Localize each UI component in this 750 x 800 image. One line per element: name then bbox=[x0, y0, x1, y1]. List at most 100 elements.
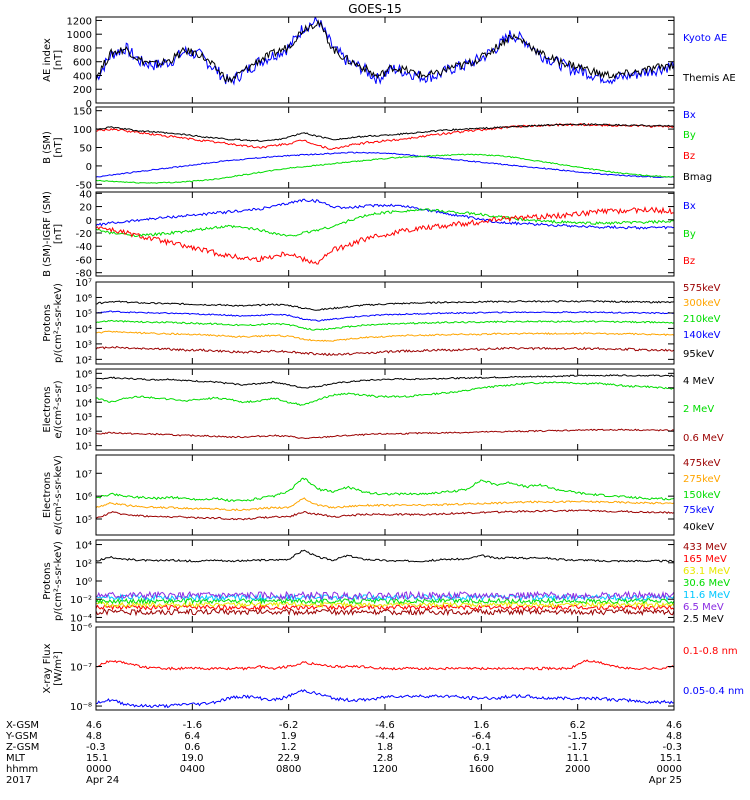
legend-entry: 433 MeV bbox=[683, 542, 727, 553]
y-tick-label: 10⁶ bbox=[75, 369, 92, 380]
y-tick-label: 10³ bbox=[75, 340, 92, 351]
footer-value-x-gsm: -1.6 bbox=[183, 720, 203, 731]
y-tick-label: 0 bbox=[86, 216, 92, 227]
series-575kev bbox=[96, 345, 674, 356]
y-tick-label: 10² bbox=[75, 427, 92, 438]
legend-entry: 165 MeV bbox=[683, 554, 727, 565]
y-tick-label: -60 bbox=[76, 255, 92, 266]
series-by bbox=[96, 153, 674, 184]
y-axis-label: p/(cm²-s-sr-keV) bbox=[53, 541, 64, 621]
legend-entry: 300keV bbox=[683, 298, 721, 309]
footer-value-z-gsm: -1.7 bbox=[568, 742, 588, 753]
y-axis-label: [nT] bbox=[53, 224, 64, 244]
y-tick-label: -80 bbox=[76, 269, 92, 280]
series-140kev bbox=[96, 310, 674, 322]
footer-value-x-gsm: 6.2 bbox=[570, 720, 586, 731]
y-tick-label: 200 bbox=[73, 85, 92, 96]
panel-bigrf: -80 -60 -40 -20 0 20 40 B (SM)-IGRF (SM) [nT] Bx B… bbox=[42, 189, 696, 279]
footer-row-label: X-GSM bbox=[6, 720, 39, 731]
panel-ae: 0 200 400 600 800 1000 1200 AE index [nT] Kyoto A… bbox=[42, 16, 736, 110]
panel-electrons1: 10¹ 10² 10³ 10⁴ 10⁵ 10⁶ Electrons e/(cm²-s-sr) 4… bbox=[42, 368, 724, 453]
y-tick-label: 100 bbox=[73, 125, 92, 136]
legend-entry: Bz bbox=[683, 256, 695, 267]
footer-value-hhmm: 0000 bbox=[657, 764, 682, 775]
y-axis-label: [nT] bbox=[53, 137, 64, 157]
legend-entry: Bz bbox=[683, 151, 695, 162]
y-tick-label: 10⁷ bbox=[75, 278, 92, 289]
y-tick-label: -40 bbox=[76, 242, 92, 253]
y-tick-label: 0 bbox=[86, 99, 92, 110]
legend-entry: 11.6 MeV bbox=[683, 590, 730, 601]
footer-value-date: Apr 25 bbox=[649, 775, 682, 786]
series-11-6-mev bbox=[96, 592, 674, 603]
legend-entry: 40keV bbox=[683, 522, 714, 533]
y-axis-label: Protons bbox=[42, 562, 53, 599]
legend-entry: 2 MeV bbox=[683, 404, 714, 415]
footer-value-mlt: 2.8 bbox=[377, 753, 393, 764]
footer-value-hhmm: 1200 bbox=[372, 764, 397, 775]
y-tick-label: 600 bbox=[73, 58, 92, 69]
series-275kev bbox=[96, 497, 674, 512]
legend-entry: Themis AE bbox=[682, 73, 736, 84]
y-tick-label: 10⁵ bbox=[75, 515, 92, 526]
y-tick-label: 150 bbox=[73, 107, 92, 118]
legend-entry: 275keV bbox=[683, 474, 721, 485]
y-tick-label: -20 bbox=[76, 229, 92, 240]
footer-value-z-gsm: -0.1 bbox=[472, 742, 492, 753]
y-tick-label: 10¹ bbox=[75, 442, 92, 453]
series-150kev bbox=[96, 477, 674, 502]
y-tick-label: 10⁴ bbox=[75, 541, 92, 552]
panel-bsm: -50 0 50 100 150 B (SM) [nT] Bx By Bz Bmag bbox=[42, 106, 712, 191]
footer-value-hhmm: 0400 bbox=[180, 764, 205, 775]
footer-row-label: hhmm bbox=[6, 764, 38, 775]
legend-entry: By bbox=[683, 229, 696, 240]
footer: X-GSMY-GSMZ-GSMMLThhmm20174.64.8-0.315.1… bbox=[5, 720, 682, 786]
series-group bbox=[96, 374, 674, 440]
series-bmag bbox=[96, 123, 674, 142]
y-tick-label: 10⁻⁶ bbox=[70, 623, 92, 634]
footer-row-label: Z-GSM bbox=[6, 742, 39, 753]
series-300kev bbox=[96, 330, 674, 342]
y-tick-label: 1200 bbox=[67, 16, 92, 27]
y-tick-label: 400 bbox=[73, 71, 92, 82]
y-tick-label: 10⁰ bbox=[75, 577, 92, 588]
panel-electrons2: 10⁵ 10⁶ 10⁷ Electrons e/(cm²-s-sr-keV) 475keV… bbox=[42, 454, 721, 536]
footer-value-mlt: 15.1 bbox=[86, 753, 108, 764]
panel-protons1: 10² 10³ 10⁴ 10⁵ 10⁶ 10⁷ Protons p/(cm²-s-sr-keV… bbox=[42, 278, 721, 366]
legend-entry: 30.6 MeV bbox=[683, 578, 730, 589]
footer-value-y-gsm: 6.4 bbox=[184, 731, 200, 742]
footer-value-mlt: 19.0 bbox=[181, 753, 203, 764]
y-tick-label: 10⁻⁸ bbox=[70, 702, 92, 713]
y-axis-label: AE index bbox=[42, 38, 53, 82]
series-475kev bbox=[96, 509, 674, 521]
y-tick-label: 1000 bbox=[67, 30, 92, 41]
series-63-1-mev bbox=[96, 601, 674, 609]
series-bz bbox=[96, 122, 674, 150]
y-axis-label: e/(cm²-s-sr) bbox=[53, 380, 64, 438]
series-165-mev bbox=[96, 603, 674, 611]
series-0-1-0-8-nm bbox=[96, 659, 674, 671]
legend-entry: 0.1-0.8 nm bbox=[683, 646, 738, 657]
footer-value-z-gsm: 0.6 bbox=[184, 742, 200, 753]
legend-entry: Bmag bbox=[683, 172, 712, 183]
footer-row-label: 2017 bbox=[6, 775, 31, 786]
footer-value-mlt: 6.9 bbox=[473, 753, 489, 764]
legend-entry: 475keV bbox=[683, 458, 721, 469]
footer-value-y-gsm: 4.8 bbox=[86, 731, 102, 742]
legend-entry: 210keV bbox=[683, 314, 721, 325]
footer-value-hhmm: 2000 bbox=[565, 764, 590, 775]
y-tick-label: 10³ bbox=[75, 413, 92, 424]
footer-value-y-gsm: -4.4 bbox=[375, 731, 395, 742]
series-group bbox=[96, 659, 674, 709]
series-210kev bbox=[96, 319, 674, 331]
y-axis-label: B (SM)-IGRF (SM) bbox=[42, 191, 53, 277]
series-group bbox=[96, 198, 674, 265]
series-433-mev bbox=[96, 607, 674, 617]
legend-entry: 95keV bbox=[683, 349, 714, 360]
y-tick-label: 10⁻⁴ bbox=[70, 613, 92, 624]
legend-entry: Bx bbox=[683, 201, 696, 212]
legend-entry: 575keV bbox=[683, 283, 721, 294]
y-axis-label: Electrons bbox=[42, 472, 53, 518]
legend-entry: Bx bbox=[683, 110, 696, 121]
